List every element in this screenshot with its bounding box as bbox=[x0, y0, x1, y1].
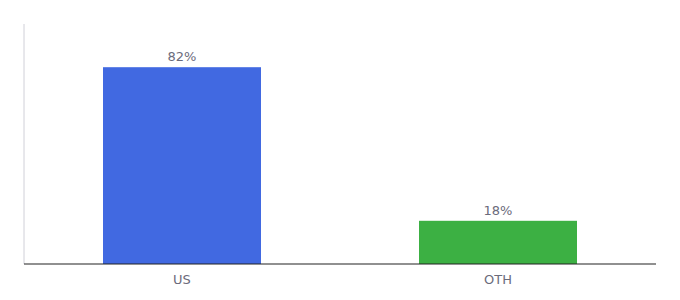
data-label: 18% bbox=[484, 203, 513, 218]
data-label: 82% bbox=[168, 49, 197, 64]
bars bbox=[103, 67, 577, 264]
x-axis-line bbox=[24, 263, 656, 264]
x-tick-label: US bbox=[173, 272, 191, 287]
bar bbox=[103, 67, 261, 264]
chart-container: 82% 18% US OTH bbox=[0, 0, 680, 300]
x-tick-label: OTH bbox=[484, 272, 512, 287]
bar bbox=[419, 221, 577, 264]
chart-svg: 82% 18% US OTH bbox=[0, 0, 680, 300]
y-axis-line bbox=[24, 24, 25, 264]
